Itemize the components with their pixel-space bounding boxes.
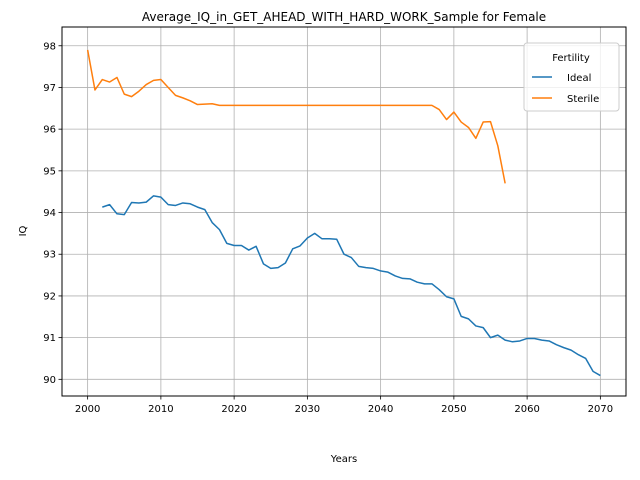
x-tick-label: 2070	[588, 404, 613, 415]
legend: Fertility Ideal Sterile	[523, 42, 620, 112]
x-tick-label: 2060	[514, 404, 539, 415]
chart-title: Average_IQ_in_GET_AHEAD_WITH_HARD_WORK_S…	[142, 10, 546, 24]
y-tick-label: 95	[43, 166, 56, 177]
x-tick-label: 2050	[441, 404, 466, 415]
legend-label-ideal: Ideal	[567, 73, 591, 84]
x-tick-label: 2000	[75, 404, 100, 415]
y-tick-label: 97	[43, 83, 56, 94]
x-tick-label: 2040	[368, 404, 393, 415]
y-tick-label: 91	[43, 333, 56, 344]
x-tick-label: 2030	[295, 404, 320, 415]
y-axis-label: IQ	[18, 225, 29, 236]
legend-title: Fertility	[552, 53, 590, 64]
plot-frame	[61, 26, 627, 397]
x-tick-label: 2020	[221, 404, 246, 415]
y-tick-label: 94	[43, 208, 56, 219]
series-line-sterile	[86, 49, 506, 184]
y-tick-label: 93	[43, 250, 56, 261]
ticks: 2000 2010 2020 2030 2040 2050 2060 2070 90 91 92 93…	[43, 41, 613, 415]
legend-label-sterile: Sterile	[567, 94, 599, 105]
y-tick-label: 96	[43, 125, 56, 136]
legend-box	[523, 42, 620, 112]
x-tick-label: 2010	[148, 404, 173, 415]
y-tick-label: 92	[43, 291, 56, 302]
x-axis-label: Years	[330, 454, 357, 465]
y-tick-label: 90	[43, 375, 56, 386]
y-tick-label: 98	[43, 41, 56, 52]
series-layer	[86, 49, 601, 377]
series-line-ideal	[102, 195, 601, 377]
